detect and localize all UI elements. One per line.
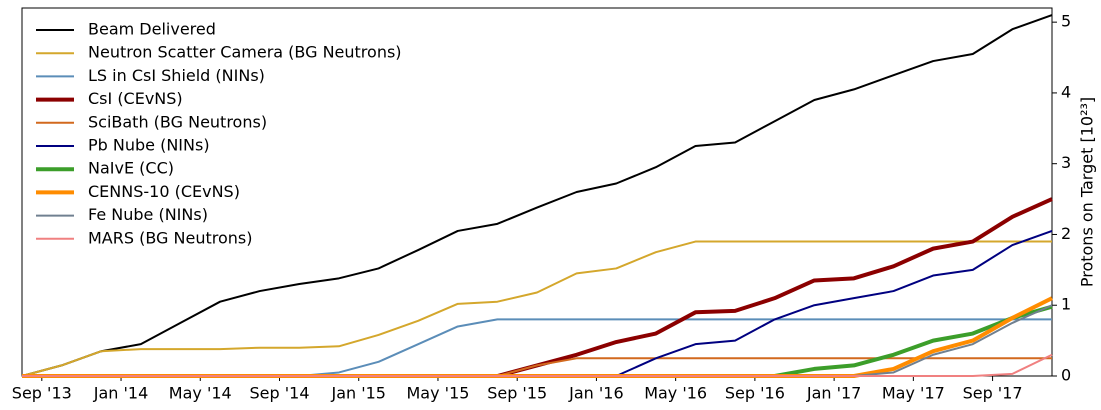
x-tick-label: Jan '17 [806,384,862,403]
legend-label: MARS (BG Neutrons) [88,228,253,247]
series-line [21,14,1053,377]
x-tick-label: Sep '16 [725,384,785,403]
y-tick-label: 3 [1061,153,1071,172]
series-line [21,240,1052,377]
y-axis-label: Protons on Target [10²³] [1078,97,1097,287]
x-tick-label: May '17 [882,384,945,403]
x-tick-label: Sep '13 [12,384,72,403]
legend-label: Fe Nube (NINs) [88,205,208,224]
legend-label: LS in CsI Shield (NINs) [88,66,265,85]
legend-label: CENNS-10 (CEvNS) [88,182,240,201]
legend-label: SciBath (BG Neutrons) [88,112,267,131]
legend-label: Beam Delivered [88,20,216,39]
x-tick-label: May '15 [407,384,470,403]
x-tick-label: Sep '15 [487,384,547,403]
y-tick-label: 4 [1061,82,1071,101]
y-tick-label: 5 [1061,12,1071,31]
x-tick-label: Jan '14 [93,384,149,403]
x-tick-label: Sep '14 [250,384,310,403]
legend-label: Pb Nube (NINs) [88,136,210,155]
y-tick-label: 0 [1061,366,1071,385]
series-line [22,353,1053,377]
x-tick-label: May '16 [644,384,707,403]
x-tick-label: Jan '15 [330,384,386,403]
x-tick-label: Sep '17 [963,384,1023,403]
legend-label: CsI (CEvNS) [88,89,183,108]
legend-label: NaIvE (CC) [88,159,174,178]
x-tick-label: May '14 [169,384,232,403]
x-tick-label: Jan '16 [568,384,624,403]
legend-label: Neutron Scatter Camera (BG Neutrons) [88,43,402,62]
y-tick-label: 1 [1061,295,1071,314]
y-tick-label: 2 [1061,224,1071,243]
